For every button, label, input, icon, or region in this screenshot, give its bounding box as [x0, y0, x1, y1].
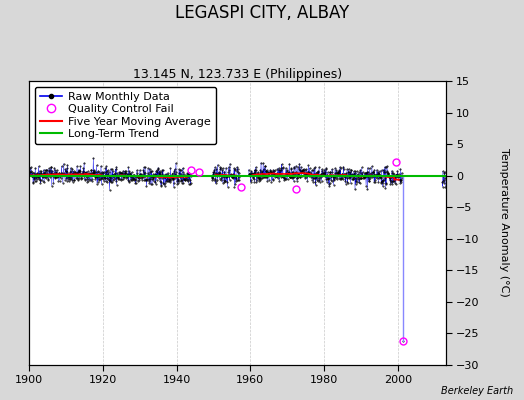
- Text: LEGASPI CITY, ALBAY: LEGASPI CITY, ALBAY: [175, 4, 349, 22]
- Text: Berkeley Earth: Berkeley Earth: [441, 386, 514, 396]
- Legend: Raw Monthly Data, Quality Control Fail, Five Year Moving Average, Long-Term Tren: Raw Monthly Data, Quality Control Fail, …: [35, 86, 216, 144]
- Title: 13.145 N, 123.733 E (Philippines): 13.145 N, 123.733 E (Philippines): [133, 68, 342, 81]
- Y-axis label: Temperature Anomaly (°C): Temperature Anomaly (°C): [499, 148, 509, 297]
